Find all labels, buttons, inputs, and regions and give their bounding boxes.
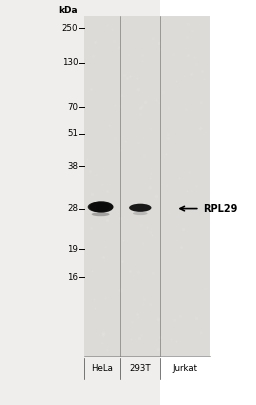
Text: Jurkat: Jurkat — [173, 364, 198, 373]
Text: 28: 28 — [67, 204, 78, 213]
Ellipse shape — [129, 204, 152, 212]
Text: 16: 16 — [67, 273, 78, 282]
Bar — [160, 0, 256, 405]
Bar — [84, 16, 210, 356]
Ellipse shape — [92, 212, 110, 216]
Text: kDa: kDa — [58, 6, 78, 15]
Text: 19: 19 — [67, 245, 78, 254]
Text: 38: 38 — [67, 162, 78, 171]
Ellipse shape — [88, 202, 110, 212]
Text: 293T: 293T — [130, 364, 151, 373]
Text: 250: 250 — [62, 24, 78, 33]
Text: 130: 130 — [62, 58, 78, 67]
Text: RPL29: RPL29 — [204, 204, 238, 213]
Text: HeLa: HeLa — [91, 364, 113, 373]
Ellipse shape — [89, 201, 114, 213]
Ellipse shape — [133, 212, 147, 215]
Text: 51: 51 — [67, 129, 78, 138]
Text: 70: 70 — [67, 103, 78, 112]
Ellipse shape — [96, 202, 113, 211]
